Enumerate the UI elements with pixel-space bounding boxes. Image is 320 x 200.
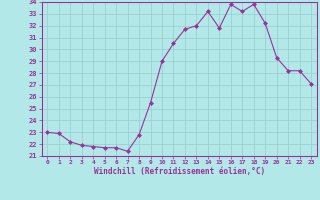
X-axis label: Windchill (Refroidissement éolien,°C): Windchill (Refroidissement éolien,°C) <box>94 167 265 176</box>
